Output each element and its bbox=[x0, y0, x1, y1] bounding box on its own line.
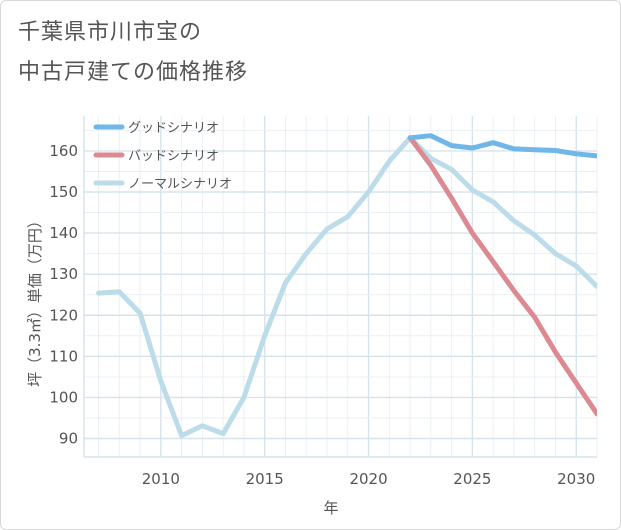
x-axis-ticks: 2010 2015 2020 2025 2030 bbox=[142, 470, 596, 488]
y-tick-120: 120 bbox=[49, 306, 78, 324]
legend-label-0: グッドシナリオ bbox=[128, 121, 219, 136]
series-line-1 bbox=[407, 135, 597, 417]
legend-label-1: バッドシナリオ bbox=[128, 149, 219, 164]
y-axis-ticks: 90 100 110 120 130 140 150 160 bbox=[49, 142, 78, 448]
y-tick-90: 90 bbox=[59, 430, 78, 448]
x-axis-label: 年 bbox=[323, 499, 338, 517]
chart-title-line1: 千葉県市川市宝の bbox=[18, 20, 203, 45]
series-line-0 bbox=[407, 133, 597, 159]
series-layer bbox=[96, 133, 597, 439]
x-tick-2025: 2025 bbox=[453, 470, 491, 488]
x-tick-2020: 2020 bbox=[349, 470, 387, 488]
grid-lines bbox=[83, 116, 598, 458]
chart-title-line2: 中古戸建ての価格推移 bbox=[18, 60, 249, 85]
x-tick-2010: 2010 bbox=[142, 470, 180, 488]
y-axis-label: 坪（3.3㎡）単価（万円） bbox=[26, 213, 44, 387]
y-tick-160: 160 bbox=[49, 142, 78, 160]
y-tick-150: 150 bbox=[49, 183, 78, 201]
series-line-2 bbox=[96, 135, 597, 439]
y-tick-140: 140 bbox=[49, 224, 78, 242]
y-tick-130: 130 bbox=[49, 265, 78, 283]
legend-label-2: ノーマルシナリオ bbox=[128, 177, 232, 192]
y-tick-110: 110 bbox=[49, 347, 78, 365]
x-tick-2030: 2030 bbox=[557, 470, 595, 488]
y-tick-100: 100 bbox=[49, 388, 78, 406]
x-tick-2015: 2015 bbox=[246, 470, 284, 488]
